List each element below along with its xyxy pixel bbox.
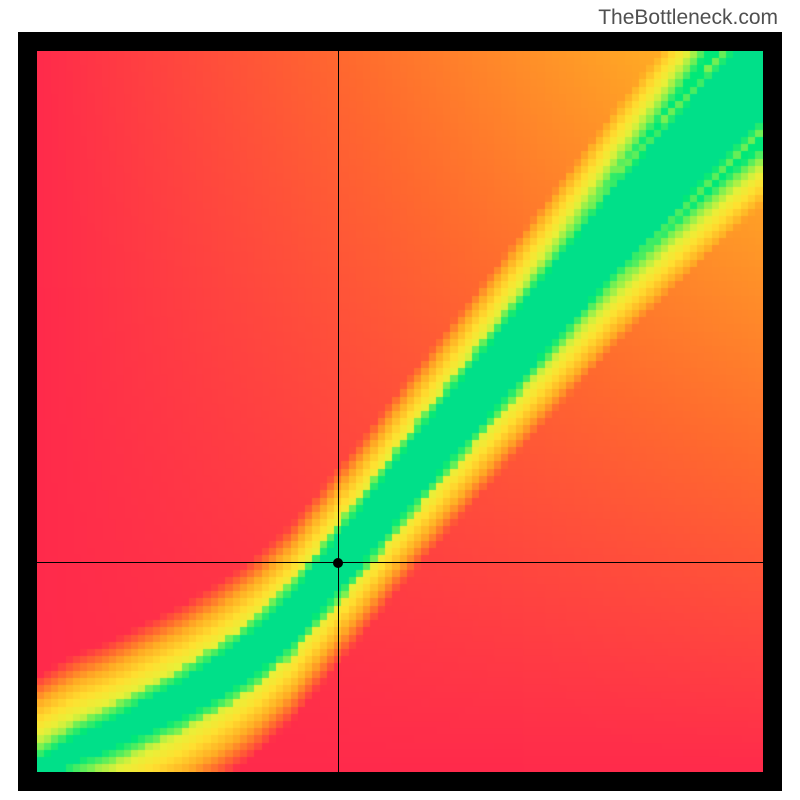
- crosshair-vertical: [338, 51, 339, 772]
- plot-area: [37, 51, 763, 772]
- watermark-text: TheBottleneck.com: [598, 6, 778, 30]
- heatmap-canvas: [37, 51, 763, 772]
- crosshair-horizontal: [37, 562, 763, 563]
- reference-point-marker: [333, 558, 343, 568]
- chart-container: TheBottleneck.com: [0, 0, 800, 800]
